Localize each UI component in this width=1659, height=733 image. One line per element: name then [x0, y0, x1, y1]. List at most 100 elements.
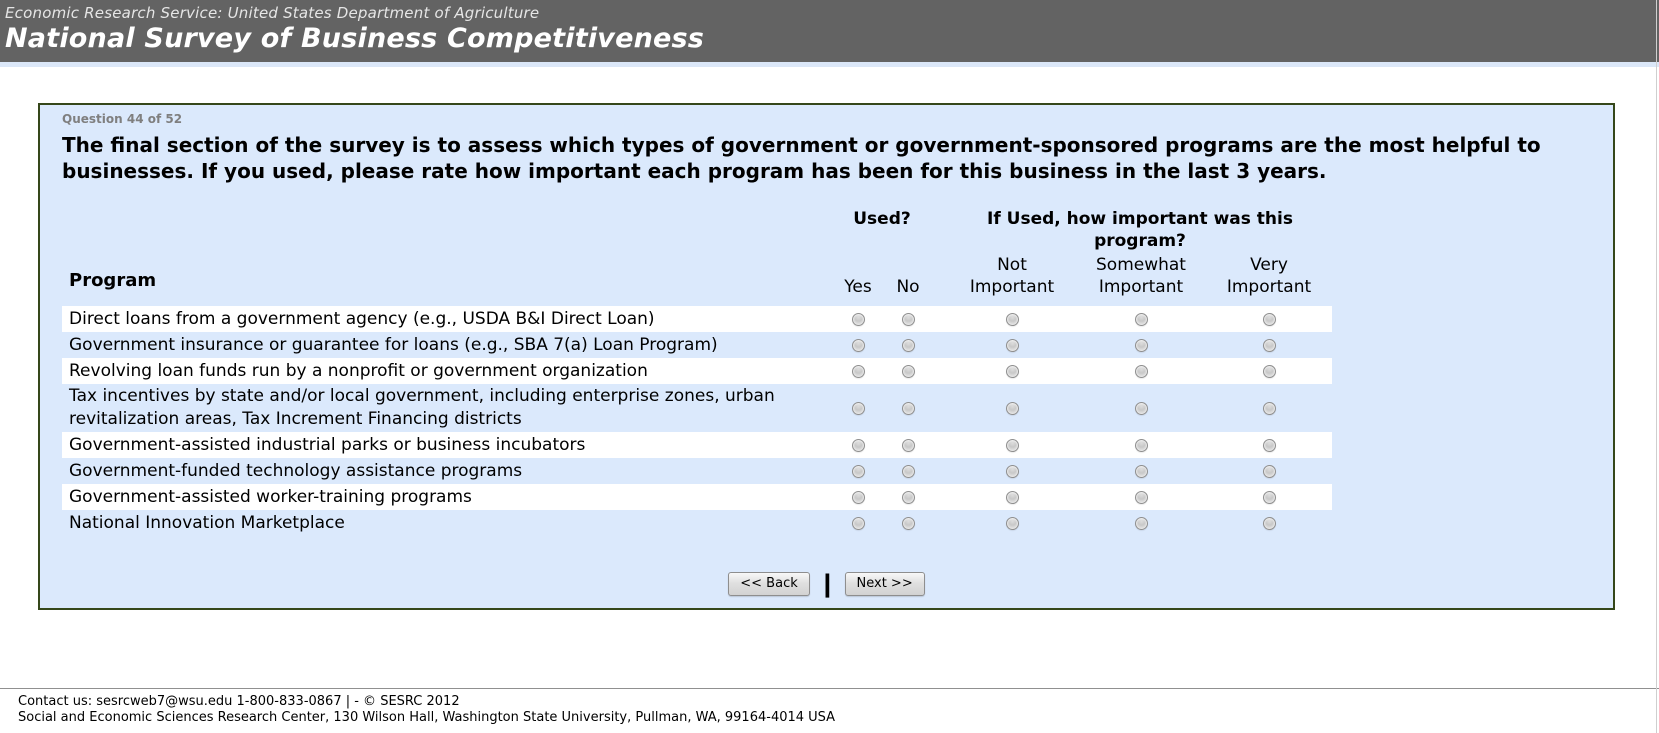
column-header-somewhat-important: Somewhat Important [1076, 254, 1206, 298]
radio-cell [1206, 484, 1332, 510]
radio-cell [1206, 432, 1332, 458]
radio-very-important[interactable] [1262, 516, 1276, 530]
radio-used-no[interactable] [901, 438, 915, 452]
spacer [932, 306, 948, 332]
header-accent-strip [0, 62, 1659, 67]
column-header-line: Important [969, 277, 1055, 297]
spacer [932, 332, 948, 358]
radio-cell [948, 484, 1076, 510]
radio-cell [948, 384, 1076, 432]
radio-somewhat-important[interactable] [1134, 438, 1148, 452]
spacer [932, 510, 948, 536]
radio-cell [884, 358, 932, 384]
program-column-header: Program [69, 270, 157, 291]
radio-somewhat-important[interactable] [1134, 516, 1148, 530]
table-row: National Innovation Marketplace [62, 510, 1332, 536]
radio-cell [884, 458, 932, 484]
column-header-line: Very [1250, 255, 1288, 275]
radio-cell [884, 332, 932, 358]
radio-used-yes[interactable] [851, 490, 865, 504]
radio-used-yes[interactable] [851, 312, 865, 326]
radio-used-no[interactable] [901, 312, 915, 326]
question-text: The final section of the survey is to as… [62, 133, 1541, 183]
program-label: Government-funded technology assistance … [69, 460, 523, 481]
importance-column-group-header: If Used, how important was this program? [987, 209, 1293, 251]
radio-cell [1076, 484, 1206, 510]
radio-used-yes[interactable] [851, 438, 865, 452]
radio-very-important[interactable] [1262, 438, 1276, 452]
radio-not-important[interactable] [1005, 338, 1019, 352]
radio-used-no[interactable] [901, 516, 915, 530]
radio-very-important[interactable] [1262, 464, 1276, 478]
radio-very-important[interactable] [1262, 401, 1276, 415]
program-label: Government insurance or guarantee for lo… [69, 334, 718, 355]
radio-cell [832, 384, 884, 432]
spacer [932, 208, 948, 252]
radio-used-yes[interactable] [851, 401, 865, 415]
radio-cell [948, 332, 1076, 358]
program-label: Direct loans from a government agency (e… [69, 308, 655, 329]
back-button[interactable]: << Back [728, 572, 810, 596]
radio-used-no[interactable] [901, 464, 915, 478]
radio-cell [884, 510, 932, 536]
radio-cell [884, 432, 932, 458]
radio-somewhat-important[interactable] [1134, 338, 1148, 352]
radio-used-yes[interactable] [851, 364, 865, 378]
radio-cell [1206, 306, 1332, 332]
app-header: Economic Research Service: United States… [0, 0, 1659, 62]
viewport-edge-line [1656, 0, 1657, 733]
radio-not-important[interactable] [1005, 516, 1019, 530]
radio-used-no[interactable] [901, 364, 915, 378]
radio-used-yes[interactable] [851, 516, 865, 530]
table-row: Tax incentives by state and/or local gov… [62, 384, 1332, 432]
radio-very-important[interactable] [1262, 364, 1276, 378]
radio-very-important[interactable] [1262, 490, 1276, 504]
radio-used-no[interactable] [901, 401, 915, 415]
radio-not-important[interactable] [1005, 490, 1019, 504]
table-row: Government-assisted industrial parks or … [62, 432, 1332, 458]
column-header-line: Important [1226, 277, 1312, 297]
agency-subtitle: Economic Research Service: United States… [5, 4, 540, 22]
radio-somewhat-important[interactable] [1134, 490, 1148, 504]
button-separator: | [820, 570, 834, 598]
radio-cell [1076, 384, 1206, 432]
column-header-not-important: Not Important [948, 254, 1076, 298]
footer-address: Social and Economic Sciences Research Ce… [18, 710, 836, 725]
radio-somewhat-important[interactable] [1134, 401, 1148, 415]
question-progress: Question 44 of 52 [62, 112, 183, 126]
radio-cell [948, 510, 1076, 536]
table-row: Government-funded technology assistance … [62, 458, 1332, 484]
next-button[interactable]: Next >> [844, 572, 925, 596]
program-label: Tax incentives by state and/or local gov… [69, 386, 775, 429]
radio-not-important[interactable] [1005, 401, 1019, 415]
radio-cell [832, 510, 884, 536]
radio-not-important[interactable] [1005, 464, 1019, 478]
radio-somewhat-important[interactable] [1134, 364, 1148, 378]
radio-cell [832, 432, 884, 458]
radio-not-important[interactable] [1005, 438, 1019, 452]
radio-cell [1076, 458, 1206, 484]
radio-used-no[interactable] [901, 490, 915, 504]
radio-not-important[interactable] [1005, 312, 1019, 326]
radio-very-important[interactable] [1262, 312, 1276, 326]
radio-cell [884, 306, 932, 332]
radio-cell [832, 484, 884, 510]
column-header-no: No [896, 277, 920, 297]
radio-not-important[interactable] [1005, 364, 1019, 378]
radio-cell [884, 384, 932, 432]
radio-used-no[interactable] [901, 338, 915, 352]
radio-cell [1206, 384, 1332, 432]
column-header-line: Not [997, 255, 1027, 275]
radio-cell [1076, 358, 1206, 384]
program-label: National Innovation Marketplace [69, 512, 345, 533]
radio-somewhat-important[interactable] [1134, 464, 1148, 478]
radio-somewhat-important[interactable] [1134, 312, 1148, 326]
footer-contact: Contact us: sesrcweb7@wsu.edu 1-800-833-… [18, 694, 460, 709]
spacer [932, 432, 948, 458]
navigation-buttons: << Back | Next >> [62, 570, 1591, 598]
radio-very-important[interactable] [1262, 338, 1276, 352]
spacer [932, 484, 948, 510]
question-panel: Question 44 of 52 The final section of t… [38, 103, 1615, 610]
radio-used-yes[interactable] [851, 464, 865, 478]
radio-used-yes[interactable] [851, 338, 865, 352]
